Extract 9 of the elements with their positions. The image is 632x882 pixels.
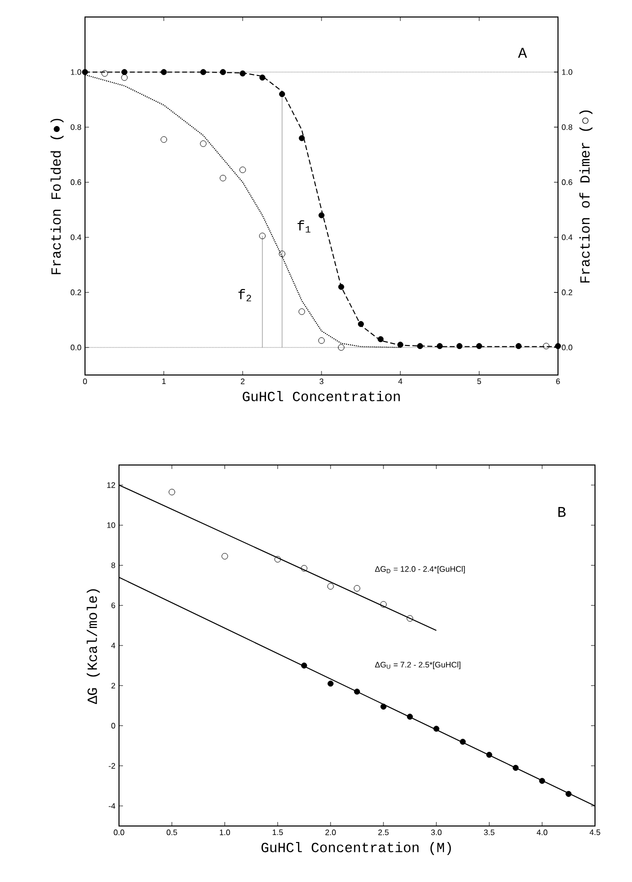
y-axis-title: Fraction Folded (●) [50, 118, 64, 274]
y-axis-title: ΔG (Kcal/mole) [86, 589, 100, 704]
annotation: f$_{1}$ [298, 220, 310, 233]
text: A [518, 48, 527, 58]
x-axis-title: GuHCl Concentration [242, 390, 400, 402]
y2-axis-title: Fraction of Dimer (○) [579, 110, 592, 283]
text: B [558, 507, 566, 517]
annotation: f$_{2}$ [238, 289, 252, 302]
x-axis-title: GuHCl Concentration (M) [262, 842, 451, 855]
